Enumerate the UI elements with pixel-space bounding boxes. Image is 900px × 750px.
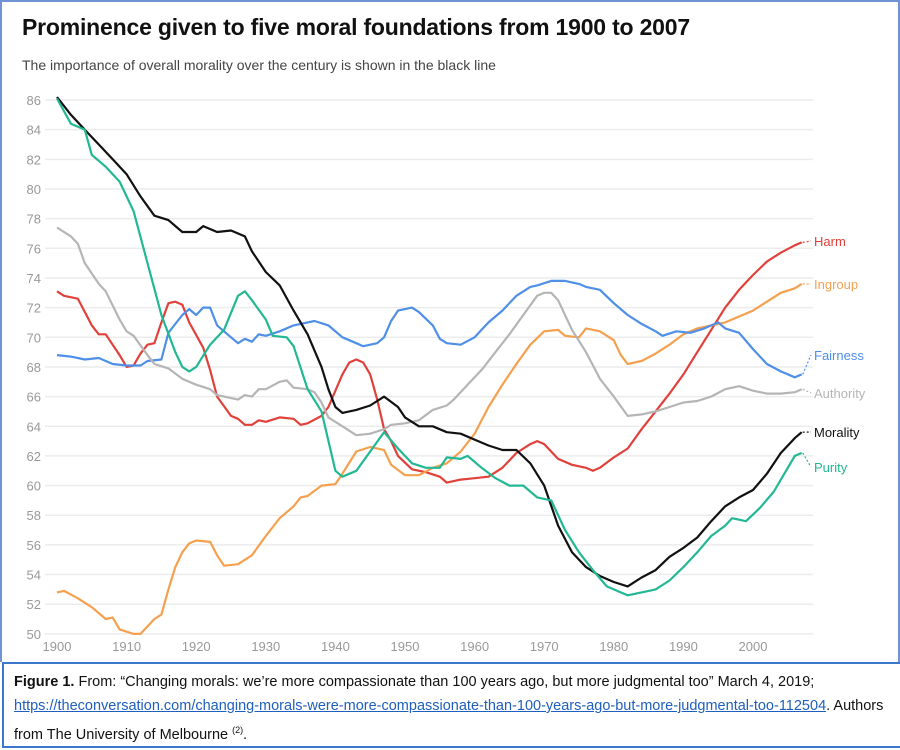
y-tick-label: 68 — [27, 360, 41, 375]
y-tick-label: 50 — [27, 627, 41, 642]
x-tick-label: 1980 — [599, 639, 628, 654]
series-line-authority — [56, 226, 803, 437]
y-tick-label: 82 — [27, 152, 41, 167]
label-leader — [802, 240, 812, 243]
y-tick-label: 72 — [27, 301, 41, 316]
x-tick-label: 1940 — [321, 639, 350, 654]
x-tick-label: 2000 — [739, 639, 768, 654]
series-line-purity — [56, 97, 803, 597]
x-tick-label: 1950 — [391, 639, 420, 654]
series-label-purity: Purity — [814, 460, 848, 475]
chart-title: Prominence given to five moral foundatio… — [22, 14, 690, 40]
series-line-ingroup — [56, 282, 803, 635]
y-tick-label: 62 — [27, 449, 41, 464]
y-tick-label: 86 — [27, 93, 41, 108]
x-tick-label: 1920 — [182, 639, 211, 654]
line-chart: 50 52 54 56 58 60 62 64 66 68 70 72 74 76 78 80 82 84 86 19… — [27, 93, 866, 654]
y-tick-label: 84 — [27, 123, 41, 138]
y-tick-label: 78 — [27, 212, 41, 227]
series-label-fairness: Fairness — [814, 348, 864, 363]
label-leader — [802, 354, 812, 375]
chart-subtitle: The importance of overall morality over … — [22, 57, 496, 73]
label-leader — [802, 388, 812, 394]
series-label-morality: Morality — [814, 425, 860, 440]
series-line-fairness — [56, 279, 803, 379]
y-tick-label: 80 — [27, 182, 41, 197]
x-tick-label: 1930 — [251, 639, 280, 654]
source-link[interactable]: https://theconversation.com/changing-mor… — [14, 698, 827, 714]
reference-number: (2) — [232, 725, 244, 735]
caption-authors: . Authors from The University of Melbour… — [14, 698, 884, 743]
x-tick-label: 1970 — [530, 639, 559, 654]
caption-label: Figure 1. — [14, 674, 75, 690]
caption-text: From: “Changing morals: we’re more compa… — [74, 674, 815, 690]
y-tick-label: 76 — [27, 241, 41, 256]
y-tick-label: 64 — [27, 419, 41, 434]
figure-caption: Figure 1. From: “Changing morals: we’re … — [2, 662, 900, 748]
y-tick-label: 74 — [27, 271, 41, 286]
x-tick-label: 1900 — [43, 639, 72, 654]
y-tick-label: 60 — [27, 479, 41, 494]
x-tick-label: 1990 — [669, 639, 698, 654]
x-tick-label: 1960 — [460, 639, 489, 654]
y-tick-label: 66 — [27, 390, 41, 405]
y-tick-label: 70 — [27, 330, 41, 345]
series-line-harm — [56, 241, 803, 484]
series-line-morality — [56, 96, 803, 588]
figure-frame — [0, 0, 900, 662]
y-tick-label: 58 — [27, 508, 41, 523]
y-tick-label: 56 — [27, 538, 41, 553]
series-label-authority: Authority — [814, 386, 866, 401]
x-tick-label: 1910 — [112, 639, 141, 654]
series-label-ingroup: Ingroup — [814, 277, 858, 292]
y-tick-label: 54 — [27, 568, 41, 583]
series-label-harm: Harm — [814, 234, 846, 249]
caption-end: . — [243, 726, 248, 743]
y-tick-label: 52 — [27, 597, 41, 612]
label-leader — [802, 452, 812, 468]
